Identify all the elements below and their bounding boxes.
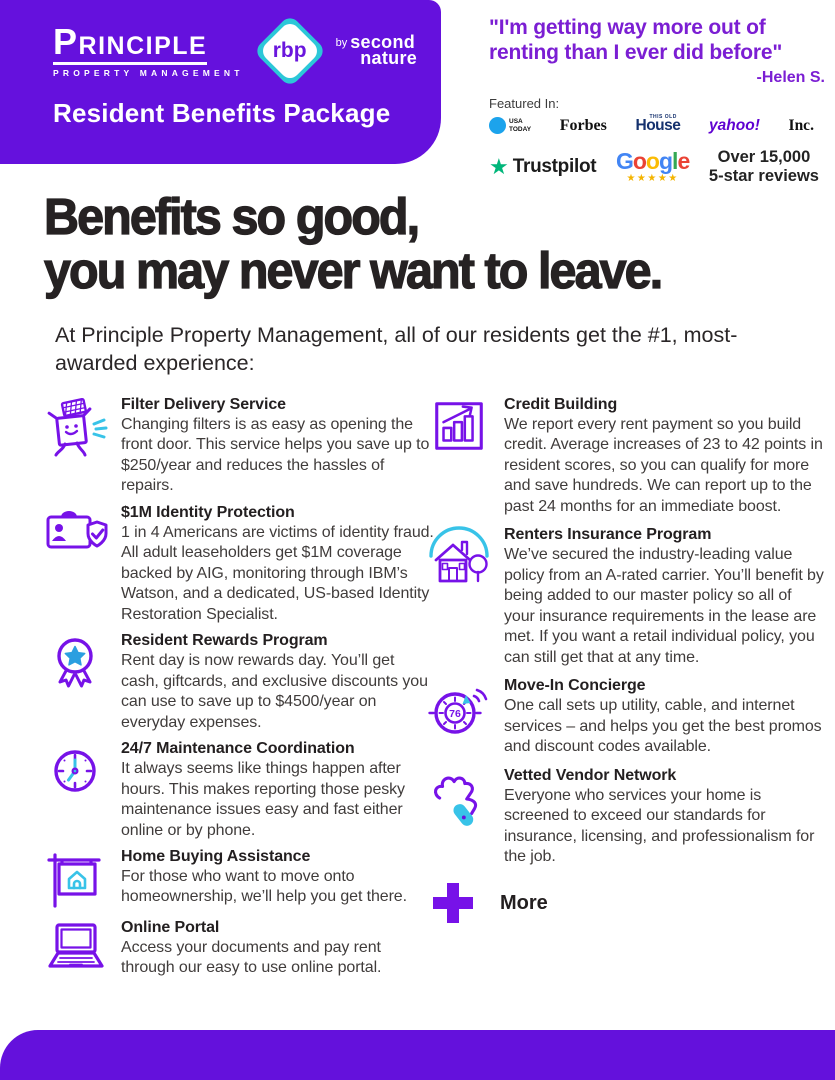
move-in-concierge-icon: 76 bbox=[427, 677, 491, 757]
benefit-home-buying: Home Buying Assistance For those who wan… bbox=[44, 848, 436, 912]
benefit-text: Vetted Vendor Network Everyone who servi… bbox=[504, 767, 825, 868]
package-title: Resident Benefits Package bbox=[53, 98, 391, 128]
filter-delivery-icon bbox=[44, 396, 108, 497]
brand-tagline: PROPERTY MANAGEMENT bbox=[53, 68, 244, 78]
testimonial-quote: "I'm getting way more out of renting tha… bbox=[489, 16, 783, 64]
benefit-title: Move-In Concierge bbox=[504, 677, 646, 695]
plus-icon bbox=[433, 883, 473, 924]
review-summary: Over 15,000 5-star reviews bbox=[708, 147, 819, 185]
trustpilot-star-icon: ★ bbox=[489, 153, 509, 179]
more-label: More bbox=[500, 891, 548, 914]
benefit-text: 24/7 Maintenance Coordination It always … bbox=[121, 740, 436, 841]
header-brand-block: PRINCIPLE PROPERTY MANAGEMENT rbp by sec… bbox=[0, 0, 441, 164]
yahoo-logo: yahoo! bbox=[709, 116, 760, 134]
benefit-title: Vetted Vendor Network bbox=[504, 766, 677, 784]
benefit-identity-protection: $1M Identity Protection 1 in 4 Americans… bbox=[44, 504, 436, 625]
more-row: More bbox=[431, 881, 825, 925]
benefit-renters-insurance: Renters Insurance Program We’ve secured … bbox=[427, 526, 825, 668]
forbes-logo: Forbes bbox=[559, 116, 607, 134]
renters-insurance-icon bbox=[427, 526, 491, 668]
benefit-title: 24/7 Maintenance Coordination bbox=[121, 740, 355, 758]
benefit-vetted-vendor: Vetted Vendor Network Everyone who servi… bbox=[427, 767, 825, 868]
benefit-text: Credit Building We report every rent pay… bbox=[504, 396, 825, 517]
benefit-desc: Changing filters is as easy as opening t… bbox=[121, 416, 430, 495]
by-label: by bbox=[335, 37, 348, 50]
maintenance-icon bbox=[44, 740, 108, 841]
benefit-online-portal: Online Portal Access your documents and … bbox=[44, 919, 436, 979]
featured-in-label: Featured In: bbox=[489, 95, 560, 111]
benefit-title: Filter Delivery Service bbox=[121, 396, 286, 413]
benefit-title: Online Portal bbox=[121, 918, 220, 936]
benefit-text: Renters Insurance Program We’ve secured … bbox=[504, 526, 825, 668]
benefit-desc: 1 in 4 Americans are victims of identity… bbox=[121, 523, 434, 623]
online-portal-icon bbox=[44, 919, 108, 979]
home-buying-icon bbox=[44, 848, 108, 912]
benefit-text: Resident Rewards Program Rent day is now… bbox=[121, 632, 436, 733]
benefit-text: $1M Identity Protection 1 in 4 Americans… bbox=[121, 504, 436, 625]
testimonial-block: "I'm getting way more out of renting tha… bbox=[489, 16, 825, 185]
reviews-row: ★ Trustpilot Google ★★★★★ Over 15,000 5-… bbox=[489, 148, 819, 186]
benefit-desc: We’ve secured the industry-leading value… bbox=[504, 546, 824, 666]
benefit-desc: One call sets up utility, cable, and int… bbox=[504, 697, 822, 756]
identity-protection-icon bbox=[44, 504, 108, 625]
benefit-desc: Everyone who services your home is scree… bbox=[504, 786, 815, 865]
benefit-title: Resident Rewards Program bbox=[121, 632, 328, 650]
benefit-credit-building: Credit Building We report every rent pay… bbox=[427, 396, 825, 517]
benefit-text: Filter Delivery Service Changing filters… bbox=[121, 396, 436, 497]
benefits-left-column: Filter Delivery Service Changing filters… bbox=[44, 396, 436, 986]
rbp-badge-icon: rbp bbox=[252, 14, 327, 88]
benefit-desc: We report every rent payment so you buil… bbox=[504, 416, 823, 515]
this-old-house-logo: THIS OLD House bbox=[635, 113, 681, 134]
vetted-vendor-icon bbox=[427, 767, 491, 868]
google-logo: Google ★★★★★ bbox=[615, 147, 690, 184]
testimonial-attribution: -Helen S. bbox=[756, 68, 825, 86]
benefit-title: $1M Identity Protection bbox=[121, 503, 295, 521]
credit-building-icon bbox=[427, 396, 491, 517]
benefit-title: Renters Insurance Program bbox=[504, 526, 712, 544]
benefit-move-in-concierge: 76 Move-In Concierge One call sets up ut… bbox=[427, 677, 825, 757]
inc-logo: Inc. bbox=[788, 116, 814, 134]
benefit-text: Move-In Concierge One call sets up utili… bbox=[504, 677, 825, 757]
svg-text:76: 76 bbox=[449, 708, 461, 720]
benefit-desc: Rent day is now rewards day. You’ll get … bbox=[121, 652, 428, 731]
usa-today-logo: USA TODAY bbox=[489, 117, 532, 135]
second-nature-logo: by second nature bbox=[335, 32, 418, 68]
benefit-title: Home Buying Assistance bbox=[121, 847, 311, 865]
usa-today-text: USA TODAY bbox=[509, 118, 532, 133]
rbp-badge-label: rbp bbox=[272, 39, 307, 62]
brand-name: PRINCIPLE bbox=[53, 24, 208, 65]
trustpilot-logo: ★ Trustpilot bbox=[489, 153, 597, 179]
google-stars-icon: ★★★★★ bbox=[626, 172, 679, 184]
benefit-text: Online Portal Access your documents and … bbox=[121, 919, 436, 979]
benefits-right-column: Credit Building We report every rent pay… bbox=[427, 396, 825, 925]
footer-bar bbox=[0, 1030, 835, 1080]
benefit-text: Home Buying Assistance For those who wan… bbox=[121, 848, 436, 912]
benefit-maintenance: 24/7 Maintenance Coordination It always … bbox=[44, 740, 436, 841]
benefit-desc: It always seems like things happen after… bbox=[121, 760, 405, 839]
google-wordmark: Google bbox=[615, 147, 690, 174]
benefit-desc: Access your documents and pay rent throu… bbox=[121, 938, 382, 977]
principle-logo: PRINCIPLE PROPERTY MANAGEMENT bbox=[53, 24, 244, 78]
benefit-resident-rewards: Resident Rewards Program Rent day is now… bbox=[44, 632, 436, 733]
hero-headline: Benefits so good, you may never want to … bbox=[43, 188, 663, 300]
hero-intro: At Principle Property Management, all of… bbox=[55, 323, 738, 375]
second-nature-wordmark: second nature bbox=[350, 32, 418, 68]
this-old-house-small-text: THIS OLD bbox=[649, 113, 677, 120]
resident-rewards-icon bbox=[44, 632, 108, 733]
benefit-filter-delivery: Filter Delivery Service Changing filters… bbox=[44, 396, 436, 497]
benefit-title: Credit Building bbox=[504, 396, 618, 413]
press-logos-row: USA TODAY Forbes THIS OLD House yahoo! I… bbox=[489, 113, 814, 135]
benefit-desc: For those who want to move onto homeowne… bbox=[121, 867, 407, 906]
usa-today-circle-icon bbox=[489, 117, 506, 135]
logo-row: PRINCIPLE PROPERTY MANAGEMENT rbp by sec… bbox=[53, 14, 441, 88]
